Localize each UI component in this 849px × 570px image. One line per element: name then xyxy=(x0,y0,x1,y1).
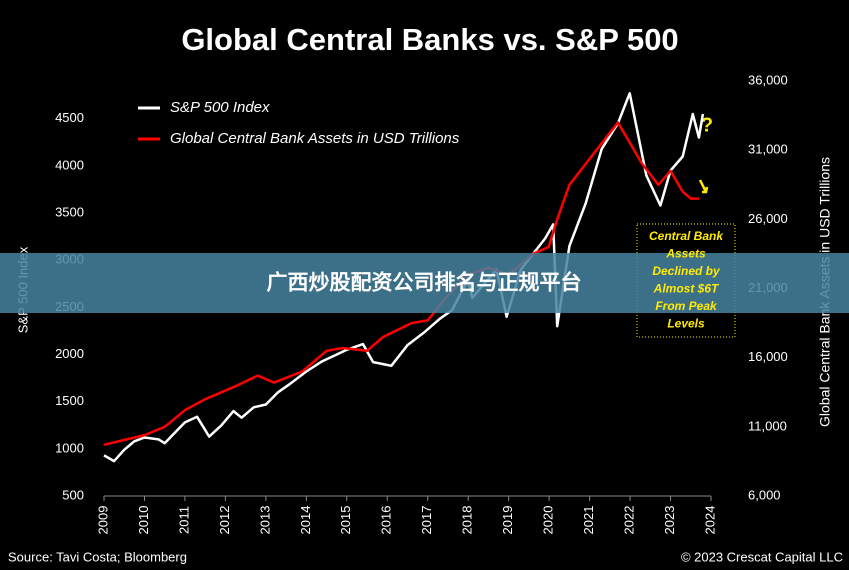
x-tick-label: 2010 xyxy=(136,506,151,535)
x-tick-label: 2014 xyxy=(298,506,313,535)
arrow xyxy=(698,179,709,194)
y2-tick-label: 26,000 xyxy=(748,211,788,226)
x-tick-label: 2024 xyxy=(702,506,717,535)
y2-tick-label: 36,000 xyxy=(748,72,788,87)
x-tick-label: 2022 xyxy=(622,506,637,535)
legend-entry: Global Central Bank Assets in USD Trilli… xyxy=(170,130,460,147)
annotation-text: Declined by xyxy=(652,264,721,278)
y2-tick-label: 11,000 xyxy=(748,418,787,433)
legend-entry: S&P 500 Index xyxy=(170,99,270,116)
x-tick-label: 2023 xyxy=(662,506,677,535)
x-tick-label: 2015 xyxy=(338,506,353,535)
annotation-text: Levels xyxy=(667,317,705,331)
x-tick-label: 2017 xyxy=(419,506,434,535)
annotation-box xyxy=(636,223,736,338)
x-tick-label: 2013 xyxy=(257,506,272,535)
y-tick-label: 4000 xyxy=(55,157,84,172)
x-tick-label: 2021 xyxy=(581,506,596,535)
annotation-text: Almost $6T xyxy=(653,282,720,296)
source: Source: Tavi Costa; Bloomberg xyxy=(8,549,187,564)
y-tick-label: 1000 xyxy=(55,440,84,455)
y2-tick-label: 6,000 xyxy=(748,487,781,502)
y-tick-label: 2000 xyxy=(55,346,84,361)
x-tick-label: 2009 xyxy=(95,506,110,535)
question-mark: ? xyxy=(701,114,713,136)
annotation-text: Assets xyxy=(665,247,706,261)
y-tick-label: 4500 xyxy=(55,110,84,125)
x-tick-label: 2012 xyxy=(217,506,232,535)
x-tick-label: 2020 xyxy=(541,506,556,535)
x-tick-label: 2019 xyxy=(500,506,515,535)
y2-tick-label: 31,000 xyxy=(748,142,788,157)
x-tick-label: 2011 xyxy=(176,506,191,534)
y-tick-label: 500 xyxy=(62,487,84,502)
copyright: © 2023 Crescat Capital LLC xyxy=(681,549,843,564)
x-tick-label: 2016 xyxy=(379,506,394,535)
x-tick-label: 2018 xyxy=(460,506,475,535)
chart-title: Global Central Banks vs. S&P 500 xyxy=(181,22,678,57)
annotation-text: From Peak xyxy=(655,299,718,313)
banner xyxy=(0,253,849,313)
y2-tick-label: 16,000 xyxy=(748,349,788,364)
annotation-text: Central Bank xyxy=(649,229,724,243)
y-tick-label: 3500 xyxy=(55,204,84,219)
y-tick-label: 1500 xyxy=(55,393,84,408)
banner-text: 广西炒股配资公司排名与正规平台 xyxy=(267,271,582,295)
